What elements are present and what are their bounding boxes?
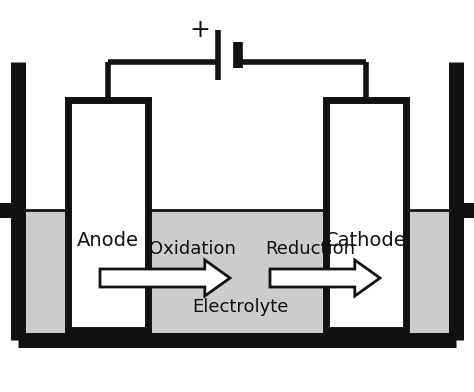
Bar bbox=[326, 100, 406, 330]
Bar bbox=[68, 100, 148, 330]
Text: +: + bbox=[190, 18, 210, 42]
Text: Cathode: Cathode bbox=[325, 230, 407, 249]
Polygon shape bbox=[270, 260, 380, 296]
Text: Electrolyte: Electrolyte bbox=[192, 298, 288, 316]
Text: Reduction: Reduction bbox=[265, 240, 355, 258]
Bar bbox=[18, 210, 456, 340]
Text: Oxidation: Oxidation bbox=[148, 240, 236, 258]
Polygon shape bbox=[100, 260, 230, 296]
Text: Anode: Anode bbox=[77, 230, 139, 249]
